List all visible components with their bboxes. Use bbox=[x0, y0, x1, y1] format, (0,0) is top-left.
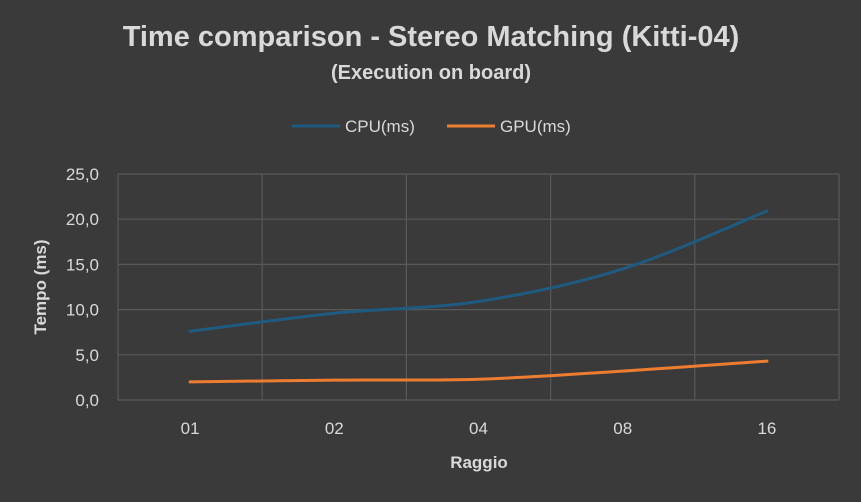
x-tick-label: 02 bbox=[325, 419, 344, 438]
grid-lines bbox=[117, 173, 840, 401]
series-line-gpu-ms- bbox=[188, 359, 769, 384]
x-axis-ticks: 01 02 04 08 16 bbox=[181, 419, 777, 438]
y-axis-title: Tempo (ms) bbox=[31, 239, 50, 334]
series-lines bbox=[188, 209, 769, 384]
x-tick-label: 04 bbox=[469, 419, 488, 438]
y-tick-label: 15,0 bbox=[66, 255, 99, 274]
x-tick-label: 08 bbox=[613, 419, 632, 438]
y-tick-label: 20,0 bbox=[66, 210, 99, 229]
legend-label: CPU(ms) bbox=[345, 117, 415, 136]
y-tick-label: 5,0 bbox=[75, 346, 99, 365]
y-tick-label: 10,0 bbox=[66, 301, 99, 320]
chart-title: Time comparison - Stereo Matching (Kitti… bbox=[123, 21, 740, 53]
legend-label: GPU(ms) bbox=[500, 117, 571, 136]
x-tick-label: 16 bbox=[757, 419, 776, 438]
y-axis-ticks: 0,0 5,0 10,0 15,0 20,0 25,0 bbox=[66, 165, 99, 410]
y-tick-label: 25,0 bbox=[66, 165, 99, 184]
x-tick-label: 01 bbox=[181, 419, 200, 438]
x-axis-title: Raggio bbox=[450, 453, 508, 472]
y-tick-label: 0,0 bbox=[75, 391, 99, 410]
chart-legend: CPU(ms) GPU(ms) bbox=[292, 117, 571, 136]
chart-subtitle: (Execution on board) bbox=[331, 62, 531, 84]
series-line-cpu-ms- bbox=[188, 209, 769, 333]
